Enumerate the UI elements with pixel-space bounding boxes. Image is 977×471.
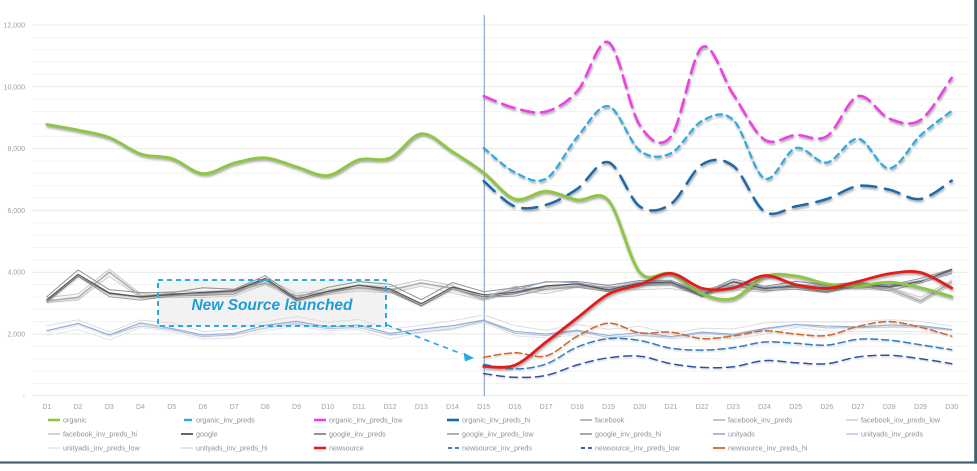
svg-text:newsource: newsource (329, 444, 364, 453)
svg-text:D25: D25 (789, 404, 802, 411)
svg-text:D12: D12 (384, 404, 397, 411)
svg-text:D28: D28 (883, 404, 896, 411)
svg-text:organic_inv_preds_hi: organic_inv_preds_hi (462, 416, 531, 425)
svg-text:google_inv_preds: google_inv_preds (329, 430, 386, 439)
svg-text:unityads_inv_preds: unityads_inv_preds (861, 430, 923, 439)
svg-text:facebook: facebook (595, 416, 625, 425)
svg-text:D21: D21 (664, 404, 677, 411)
svg-text:D15: D15 (477, 404, 490, 411)
svg-text:facebook_inv_preds_low: facebook_inv_preds_low (861, 416, 941, 425)
svg-text:newsource_inv_preds: newsource_inv_preds (462, 444, 532, 453)
svg-text:unityads_inv_preds_low: unityads_inv_preds_low (63, 444, 141, 453)
svg-text:newsource_inv_preds_hi: newsource_inv_preds_hi (728, 444, 808, 453)
svg-text:organic_inv_preds_low: organic_inv_preds_low (329, 416, 403, 425)
svg-text:10,000: 10,000 (4, 84, 26, 91)
svg-text:D14: D14 (446, 404, 459, 411)
svg-text:D29: D29 (914, 404, 927, 411)
svg-text:newsource_inv_preds_low: newsource_inv_preds_low (595, 444, 681, 453)
svg-text:organic: organic (63, 416, 87, 425)
svg-text:D17: D17 (540, 404, 553, 411)
svg-text:unityads_inv_preds_hi: unityads_inv_preds_hi (196, 444, 268, 453)
svg-text:unityads: unityads (728, 430, 755, 439)
svg-text:D30: D30 (945, 404, 958, 411)
svg-text:D16: D16 (508, 404, 521, 411)
svg-text:D7: D7 (230, 404, 239, 411)
svg-text:D9: D9 (292, 404, 301, 411)
svg-text:D26: D26 (820, 404, 833, 411)
svg-text:facebook_inv_preds: facebook_inv_preds (728, 416, 793, 425)
svg-text:2,000: 2,000 (7, 332, 25, 339)
svg-text:google_inv_preds_hi: google_inv_preds_hi (595, 430, 662, 439)
svg-text:-: - (23, 393, 26, 400)
svg-text:D1: D1 (42, 404, 51, 411)
svg-text:D10: D10 (321, 404, 334, 411)
svg-text:D4: D4 (136, 404, 145, 411)
svg-text:4,000: 4,000 (7, 270, 25, 277)
svg-text:8,000: 8,000 (7, 146, 25, 153)
svg-text:google: google (196, 430, 218, 439)
svg-text:6,000: 6,000 (7, 208, 25, 215)
svg-text:D5: D5 (167, 404, 176, 411)
svg-text:google_inv_preds_low: google_inv_preds_low (462, 430, 534, 439)
svg-text:D24: D24 (758, 404, 771, 411)
svg-text:D11: D11 (353, 404, 365, 411)
svg-text:D6: D6 (198, 404, 207, 411)
svg-text:D18: D18 (571, 404, 584, 411)
svg-text:D23: D23 (727, 404, 740, 411)
svg-text:D22: D22 (696, 404, 709, 411)
svg-text:New Source launched: New Source launched (191, 297, 353, 314)
svg-text:D13: D13 (415, 404, 428, 411)
svg-text:12,000: 12,000 (4, 23, 26, 30)
svg-text:facebook_inv_preds_hi: facebook_inv_preds_hi (63, 430, 137, 439)
svg-text:D2: D2 (74, 404, 83, 411)
svg-text:D27: D27 (852, 404, 865, 411)
svg-text:D8: D8 (261, 404, 270, 411)
svg-text:D3: D3 (105, 404, 114, 411)
svg-text:D20: D20 (633, 404, 646, 411)
svg-text:D19: D19 (602, 404, 615, 411)
svg-text:organic_inv_preds: organic_inv_preds (196, 416, 255, 425)
